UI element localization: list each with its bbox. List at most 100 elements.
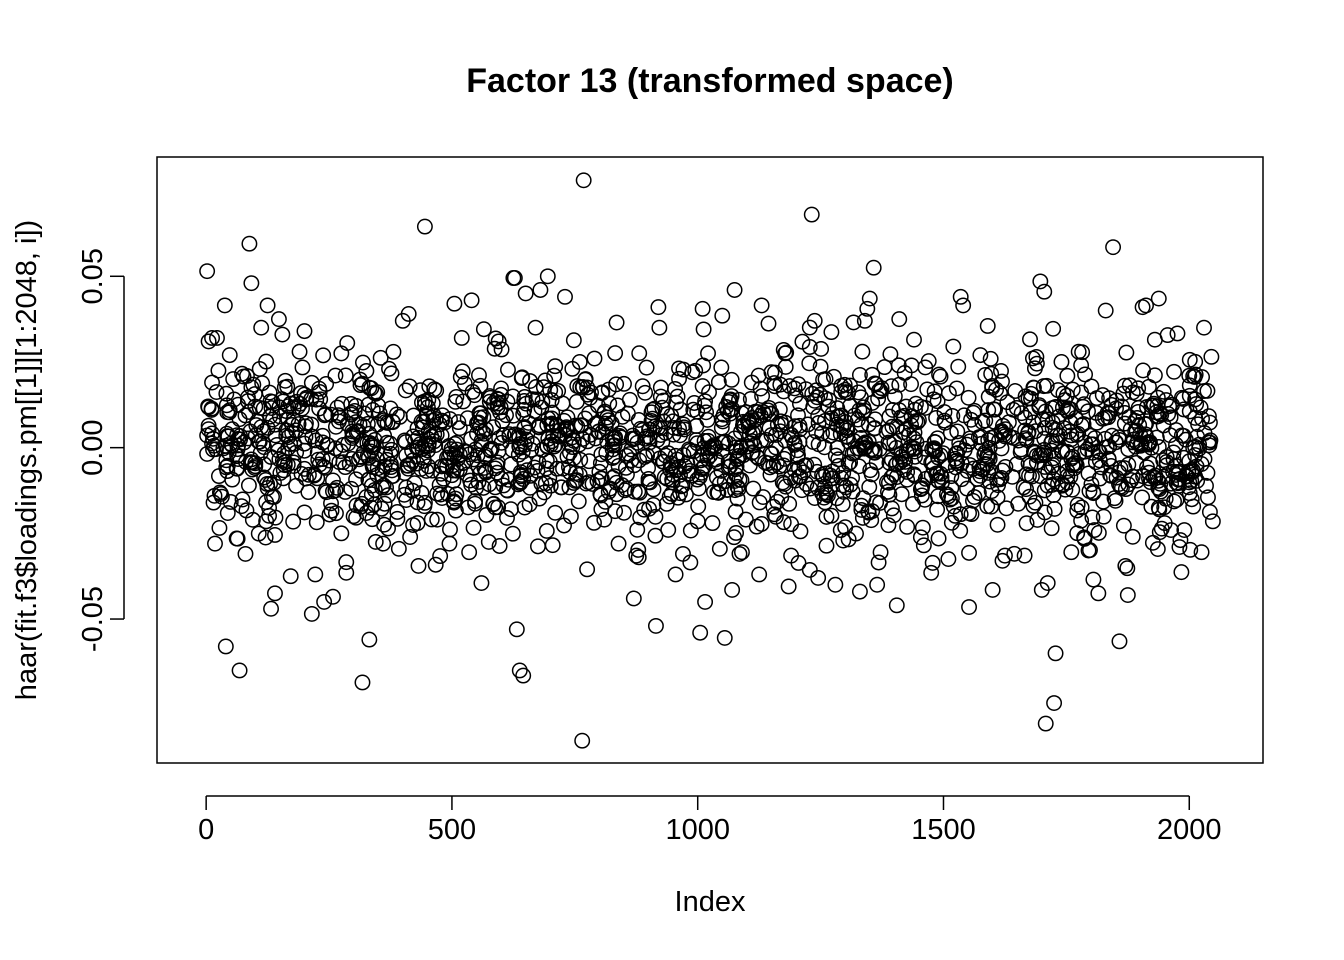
data-point <box>512 464 529 481</box>
data-point <box>288 477 305 494</box>
data-point <box>1149 541 1166 557</box>
data-point <box>270 311 287 328</box>
data-point <box>639 447 656 464</box>
data-point <box>538 460 555 477</box>
data-point <box>949 423 966 440</box>
data-point <box>416 397 433 414</box>
data-point <box>317 459 334 476</box>
data-point <box>1111 464 1127 481</box>
data-point <box>947 445 964 462</box>
data-point <box>516 401 533 418</box>
data-point <box>883 378 900 395</box>
data-point <box>352 377 369 394</box>
data-point <box>344 423 361 440</box>
data-point <box>447 393 464 410</box>
data-point <box>1201 503 1218 520</box>
data-point <box>416 218 433 235</box>
data-point <box>932 368 949 385</box>
data-point <box>792 421 808 438</box>
data-point <box>852 429 869 446</box>
data-point <box>803 206 820 223</box>
data-point <box>896 461 913 478</box>
data-point <box>1196 425 1213 442</box>
data-point <box>1143 498 1160 515</box>
data-point <box>692 452 709 469</box>
data-point <box>828 490 845 507</box>
data-point <box>952 522 969 539</box>
data-point <box>829 440 846 456</box>
data-point <box>925 460 942 477</box>
data-point <box>512 468 529 485</box>
data-point <box>1151 524 1168 541</box>
data-point <box>682 522 699 539</box>
data-point <box>1085 571 1102 588</box>
data-point <box>516 392 533 409</box>
data-point <box>842 476 859 493</box>
data-point <box>275 393 292 410</box>
data-point <box>1141 378 1157 395</box>
data-point <box>1085 485 1102 502</box>
data-point <box>434 490 451 507</box>
data-point <box>787 387 804 404</box>
data-point <box>933 468 950 485</box>
data-point <box>913 487 930 504</box>
data-point <box>632 509 649 526</box>
data-point <box>237 545 254 562</box>
data-point <box>716 629 733 646</box>
data-point <box>791 460 807 477</box>
data-point <box>790 555 807 571</box>
data-point <box>367 385 384 402</box>
data-point <box>1153 520 1170 537</box>
data-point <box>1157 490 1174 507</box>
data-point <box>965 404 982 421</box>
data-point <box>694 300 711 317</box>
data-point <box>1110 429 1127 446</box>
data-point <box>1045 487 1062 504</box>
y-tick-label: 0.00 <box>77 419 109 475</box>
data-point <box>444 457 461 474</box>
x-tick-label: 1500 <box>911 814 976 846</box>
data-point <box>1013 441 1030 458</box>
data-point <box>972 428 989 445</box>
data-point <box>1066 460 1083 477</box>
data-point <box>502 501 519 518</box>
data-point <box>575 172 592 189</box>
data-point <box>741 412 758 429</box>
data-point <box>306 467 323 484</box>
data-point <box>713 443 730 460</box>
data-point <box>816 489 832 506</box>
data-point <box>539 268 556 285</box>
data-point <box>711 540 728 557</box>
data-point <box>1169 325 1186 342</box>
data-point <box>587 416 604 433</box>
data-point <box>570 493 587 510</box>
data-point <box>940 385 957 402</box>
data-point <box>447 490 464 507</box>
data-point <box>1074 344 1091 361</box>
data-point <box>630 541 647 558</box>
data-point <box>647 418 663 435</box>
data-point <box>849 440 866 457</box>
data-point <box>221 347 238 364</box>
data-point <box>586 350 603 367</box>
data-point <box>854 343 871 360</box>
data-point <box>1055 420 1072 436</box>
data-point <box>641 434 658 451</box>
data-point <box>494 413 511 429</box>
data-point <box>1090 524 1107 541</box>
data-point <box>291 343 308 360</box>
data-point <box>861 290 878 307</box>
data-point <box>616 504 632 521</box>
data-point <box>762 466 779 483</box>
data-point <box>925 391 942 408</box>
data-point <box>316 407 333 424</box>
data-point <box>1116 377 1133 394</box>
data-point <box>298 389 315 406</box>
data-point <box>1138 297 1154 314</box>
data-point <box>905 496 921 512</box>
data-point <box>333 345 350 362</box>
data-point <box>267 509 284 526</box>
data-point <box>626 483 643 500</box>
data-point <box>562 508 579 525</box>
data-point <box>878 424 895 440</box>
